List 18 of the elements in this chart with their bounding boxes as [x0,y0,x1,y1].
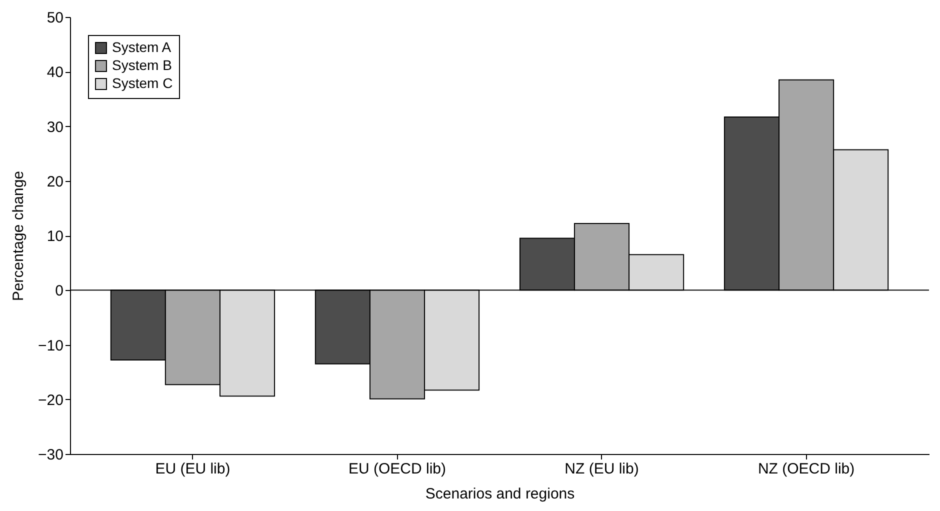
y-tick-label: 50 [46,10,64,26]
y-axis-title: Percentage change [10,170,28,302]
y-tick-label: −20 [38,392,64,409]
y-tick-label: −30 [38,446,64,464]
legend-label: System B [112,57,172,73]
x-tick-label: NZ (OECD lib) [758,460,855,478]
y-tick-label: 30 [46,118,64,136]
y-tick-label: 40 [46,64,64,82]
x-tick-label: EU (EU lib) [155,460,230,478]
x-tick-label: NZ (EU lib) [564,460,639,478]
y-tick-label: 0 [55,282,64,300]
y-tick-label: 20 [46,173,64,190]
legend-label: System A [112,39,172,55]
x-axis-title: Scenarios and regions [425,486,575,502]
y-tick-label: 10 [46,228,64,245]
x-tick-label: EU (OECD lib) [348,460,446,478]
legend-label: System C [112,75,173,91]
y-tick-label: −10 [38,337,64,354]
